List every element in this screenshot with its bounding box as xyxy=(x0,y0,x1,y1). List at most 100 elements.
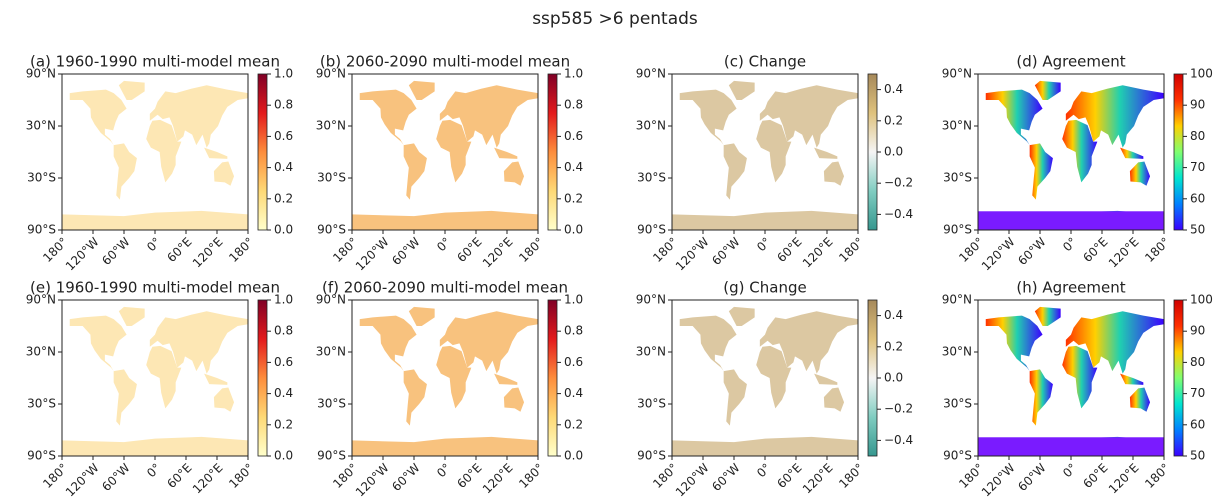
colorbar-label: 1.0 xyxy=(274,67,293,81)
lat-label: 90°N xyxy=(26,67,56,81)
colorbar-label: 0.2 xyxy=(564,191,583,205)
lon-label: 180° xyxy=(836,461,866,491)
lon-label: 180° xyxy=(1142,235,1172,265)
lat-label: 90°N xyxy=(636,67,666,81)
lat-label: 30°S xyxy=(317,171,346,185)
colorbar-label: 100 xyxy=(1190,67,1213,81)
colorbar-label: 90 xyxy=(1190,324,1205,338)
figure-title: ssp585 >6 pentads xyxy=(532,9,698,29)
lat-label: 30°S xyxy=(637,171,666,185)
lon-label: 0° xyxy=(144,235,164,255)
lon-label: 120°W xyxy=(673,461,712,500)
colorbar-label: 60 xyxy=(1190,417,1205,431)
colorbar-label: 0.8 xyxy=(564,98,583,112)
colorbar-label: 1.0 xyxy=(564,67,583,81)
lon-label: 0° xyxy=(754,235,774,255)
lat-label: 30°N xyxy=(316,345,346,359)
colorbar-label: 0.0 xyxy=(564,449,583,463)
lon-label: 60°W xyxy=(709,461,742,494)
lat-label: 90°N xyxy=(26,293,56,307)
colorbar xyxy=(547,73,558,231)
colorbar xyxy=(1173,73,1184,231)
panel-title: (f) 2060-2090 multi-model mean xyxy=(322,279,568,297)
lon-label: 0° xyxy=(1060,235,1080,255)
colorbar-label: −0.4 xyxy=(884,433,913,447)
colorbar-label: 0.6 xyxy=(274,355,293,369)
colorbar-label: 0.6 xyxy=(564,355,583,369)
lat-label: 30°N xyxy=(636,119,666,133)
lon-label: 120°W xyxy=(979,461,1018,500)
colorbar-label: 0.4 xyxy=(564,160,583,174)
lat-label: 30°N xyxy=(26,345,56,359)
lon-label: 120°E xyxy=(480,461,516,497)
lat-label: 90°S xyxy=(943,223,972,237)
lon-label: 180° xyxy=(226,461,256,491)
lon-label: 180° xyxy=(836,235,866,265)
lon-label: 60°W xyxy=(99,235,132,268)
colorbar-label: 0.4 xyxy=(564,386,583,400)
lon-label: 0° xyxy=(144,461,164,481)
colorbar-label: 0.8 xyxy=(564,324,583,338)
lon-label: 120°W xyxy=(353,235,392,274)
lat-label: 90°S xyxy=(943,449,972,463)
lon-label: 60°W xyxy=(389,461,422,494)
lon-label: 0° xyxy=(434,235,454,255)
panel-title: (d) Agreement xyxy=(1016,53,1125,71)
colorbar xyxy=(257,73,268,231)
lon-label: 60°W xyxy=(99,461,132,494)
colorbar-label: −0.2 xyxy=(884,176,913,190)
colorbar-label: 1.0 xyxy=(564,293,583,307)
lon-label: 180° xyxy=(516,235,546,265)
lat-label: 30°S xyxy=(943,397,972,411)
lon-label: 120°E xyxy=(800,461,836,497)
lat-label: 30°N xyxy=(26,119,56,133)
colorbar xyxy=(547,299,558,457)
antarctica xyxy=(978,437,1164,456)
colorbar-label: 0.0 xyxy=(884,371,903,385)
lat-label: 30°S xyxy=(27,397,56,411)
lon-label: 120°E xyxy=(190,235,226,271)
lon-label: 60°W xyxy=(709,235,742,268)
colorbar-label: 0.6 xyxy=(274,129,293,143)
colorbar-label: 0.4 xyxy=(274,386,293,400)
colorbar xyxy=(1173,299,1184,457)
colorbar-label: 70 xyxy=(1190,160,1205,174)
lat-label: 90°S xyxy=(317,449,346,463)
lat-label: 90°N xyxy=(636,293,666,307)
colorbar-label: 90 xyxy=(1190,98,1205,112)
lat-label: 30°N xyxy=(316,119,346,133)
lon-label: 60°W xyxy=(1015,461,1048,494)
lon-label: 120°W xyxy=(673,235,712,274)
lon-label: 120°W xyxy=(979,235,1018,274)
colorbar-label: 0.8 xyxy=(274,98,293,112)
lon-label: 120°E xyxy=(800,235,836,271)
lon-label: 60°W xyxy=(389,235,422,268)
lon-label: 0° xyxy=(434,461,454,481)
lat-label: 90°N xyxy=(316,293,346,307)
lat-label: 30°N xyxy=(942,345,972,359)
colorbar-label: 0.4 xyxy=(884,82,903,96)
colorbar-label: −0.2 xyxy=(884,402,913,416)
lon-label: 60°W xyxy=(1015,235,1048,268)
colorbar-label: 0.8 xyxy=(274,324,293,338)
colorbar-label: 100 xyxy=(1190,293,1213,307)
lon-label: 0° xyxy=(1060,461,1080,481)
colorbar-label: 0.0 xyxy=(274,223,293,237)
colorbar xyxy=(257,299,268,457)
lat-label: 90°S xyxy=(637,449,666,463)
colorbar xyxy=(867,299,878,457)
colorbar-label: 0.2 xyxy=(884,339,903,353)
colorbar-label: −0.4 xyxy=(884,207,913,221)
panel-title: (c) Change xyxy=(724,53,806,71)
lon-label: 120°E xyxy=(480,235,516,271)
lat-label: 30°S xyxy=(637,397,666,411)
lat-label: 90°N xyxy=(316,67,346,81)
lon-label: 180° xyxy=(226,235,256,265)
lon-label: 0° xyxy=(754,461,774,481)
panel-title: (g) Change xyxy=(723,279,806,297)
colorbar-label: 0.6 xyxy=(564,129,583,143)
colorbar-label: 50 xyxy=(1190,449,1205,463)
colorbar xyxy=(867,73,878,231)
lat-label: 30°S xyxy=(317,397,346,411)
